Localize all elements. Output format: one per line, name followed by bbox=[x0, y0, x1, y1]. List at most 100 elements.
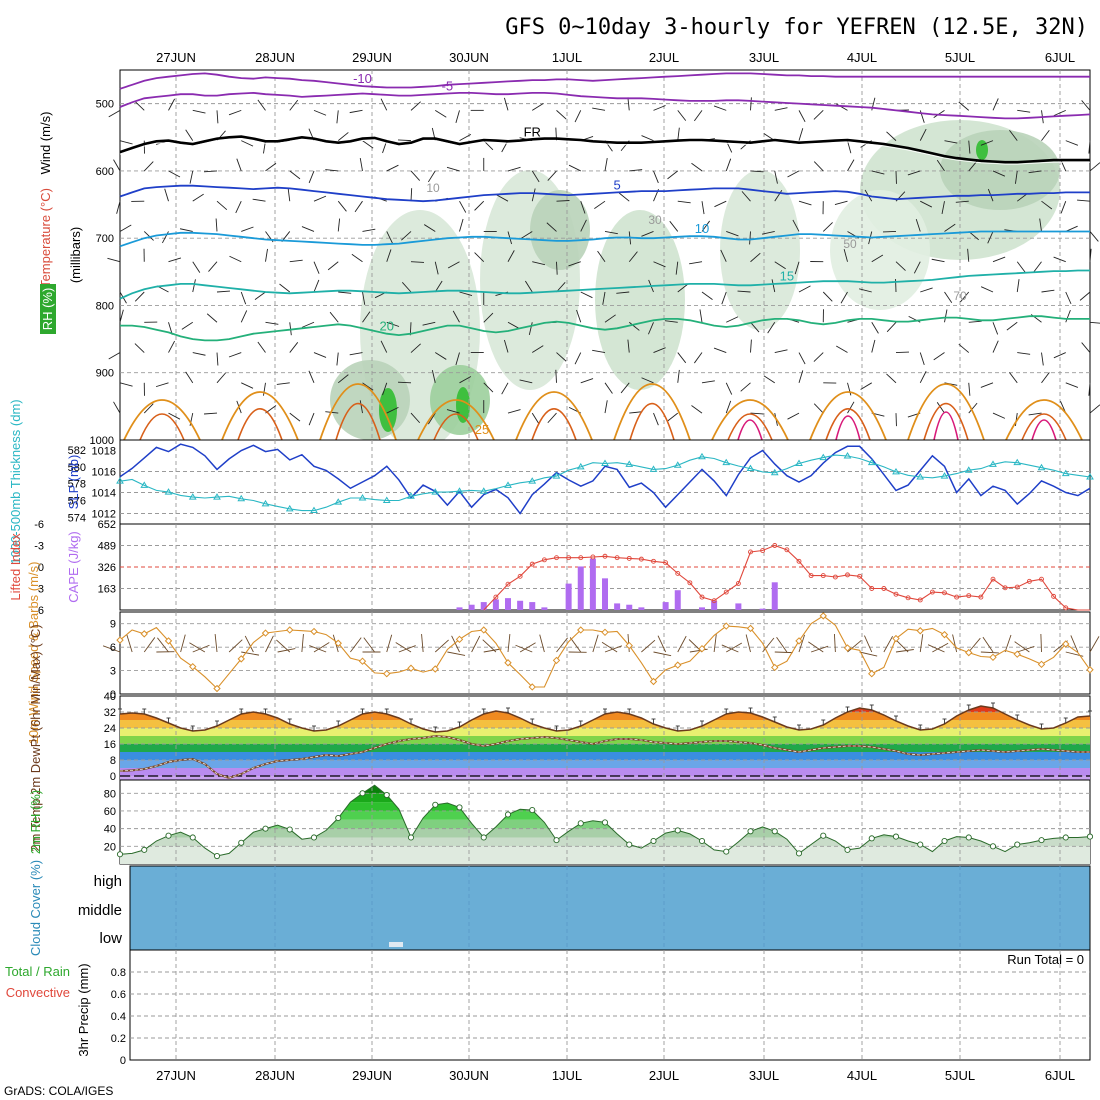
barb-68-645 bbox=[941, 201, 945, 215]
wind10-barb-79 bbox=[1070, 635, 1079, 653]
barb-8-870 bbox=[216, 352, 219, 366]
barb-8-690 bbox=[215, 218, 218, 232]
thickness-tick-574: 574 bbox=[68, 512, 86, 524]
temp-tick-40: 40 bbox=[104, 691, 116, 703]
wind10-barb-73 bbox=[1004, 634, 1012, 653]
barb-46-600 bbox=[667, 170, 679, 180]
li-pt-77 bbox=[1051, 593, 1057, 599]
barb-18-555 bbox=[337, 132, 349, 141]
wind10-barb-22 bbox=[386, 634, 393, 653]
barb-20-735 bbox=[351, 253, 363, 263]
barb-52-690 bbox=[749, 231, 751, 245]
cape-bar-39 bbox=[589, 558, 596, 610]
precip-ticks: 0.8 0.6 0.4 0.2 0 bbox=[111, 967, 126, 1067]
barb-12-780 bbox=[254, 291, 266, 301]
isotherm--10 bbox=[119, 72, 1090, 90]
barb-80-600 bbox=[1089, 162, 1100, 172]
barb-14-645 bbox=[287, 188, 291, 202]
wind10-barb-50 bbox=[726, 642, 743, 653]
low-cloud-mark bbox=[389, 942, 403, 947]
thickness-pt-22 bbox=[382, 496, 391, 503]
rh2m-pt-26 bbox=[432, 801, 439, 808]
wind10-barb-70 bbox=[968, 637, 981, 653]
cape-tick-652: 652 bbox=[98, 519, 116, 531]
barb-56-870 bbox=[798, 352, 806, 365]
precip-tick-0.2: 0.2 bbox=[111, 1033, 126, 1045]
rh2m-pt-24 bbox=[407, 834, 415, 841]
barb-6-870 bbox=[192, 352, 206, 356]
li-pt-51 bbox=[735, 581, 741, 586]
date-top-8: 5JUL bbox=[945, 50, 975, 65]
barb-40-690 bbox=[604, 231, 618, 235]
barb-2-870 bbox=[134, 343, 145, 353]
isotherm-25-bump-9 bbox=[1005, 399, 1083, 441]
barb-24-510 bbox=[410, 101, 421, 111]
slp-grid bbox=[120, 440, 1090, 524]
barb-32-645 bbox=[496, 194, 509, 202]
barb-6-645 bbox=[192, 193, 204, 202]
thickness-pt-38 bbox=[576, 462, 585, 470]
wind10-pt-58 bbox=[819, 612, 827, 620]
barb-28-690 bbox=[459, 218, 464, 232]
barb-58-600 bbox=[813, 161, 824, 172]
barb-76-915 bbox=[1041, 372, 1050, 384]
cape-bar-37 bbox=[565, 583, 572, 610]
barb-66-600 bbox=[907, 170, 921, 176]
date-bottom-8: 5JUL bbox=[945, 1068, 975, 1083]
wind10-axis-label: 10m Wind Speed & Barbs (m/s) bbox=[26, 562, 41, 745]
isotherm-25-bump-5 bbox=[613, 383, 691, 441]
barb-56-735 bbox=[794, 261, 800, 275]
barb-34-645 bbox=[531, 188, 536, 202]
cloud-panel: high middle low Cloud Cover (%) bbox=[28, 860, 1091, 956]
barb-62-870 bbox=[871, 339, 876, 353]
barb-14-735 bbox=[289, 259, 303, 263]
isotherm-30-bump-8 bbox=[923, 403, 969, 441]
thickness-pt-76 bbox=[1037, 463, 1046, 471]
temp-band-0 bbox=[120, 776, 1090, 780]
slp-ticks: 582 580 578 576 574 1018 1016 1014 1012 bbox=[68, 445, 116, 524]
barb-40-735 bbox=[597, 250, 606, 262]
barb-22-870 bbox=[380, 340, 388, 353]
barb-24-735 bbox=[410, 261, 425, 263]
isotherm-30-bump-1 bbox=[237, 408, 283, 441]
barb-62-735 bbox=[871, 254, 884, 263]
isotherm-label-20: 20 bbox=[380, 319, 394, 334]
dewpt-line-inner bbox=[119, 735, 1090, 779]
cloud-level-middle: middle bbox=[78, 902, 122, 919]
barb-48-645 bbox=[701, 201, 705, 215]
barb-2-600 bbox=[143, 161, 154, 172]
barb-80-555 bbox=[1088, 140, 1091, 154]
barb-68-870 bbox=[933, 352, 945, 361]
date-bottom-7: 4JUL bbox=[847, 1068, 877, 1083]
slp-tick-1016: 1016 bbox=[92, 467, 116, 479]
slp-tick-1014: 1014 bbox=[92, 488, 116, 500]
cape-bar-28 bbox=[456, 607, 463, 610]
wind10-pt-6 bbox=[189, 662, 197, 671]
barb-78-510 bbox=[1053, 109, 1066, 117]
wind10-barb-21 bbox=[363, 637, 375, 653]
barb-42-645 bbox=[618, 192, 630, 202]
rh2m-grid bbox=[120, 780, 1090, 864]
date-bottom-4: 1JUL bbox=[552, 1068, 582, 1083]
wind10-barb-34 bbox=[515, 644, 533, 653]
li-pt-63 bbox=[881, 586, 887, 591]
wind10-pt-44 bbox=[649, 677, 658, 686]
barb-18-510 bbox=[336, 110, 339, 124]
wind10-barb-60 bbox=[847, 640, 862, 653]
barb-66-870 bbox=[919, 352, 925, 366]
barb-38-735 bbox=[568, 261, 581, 267]
isotherm-label-5: 5 bbox=[614, 177, 621, 192]
thickness-pt-64 bbox=[892, 467, 900, 475]
wind10-barb-15 bbox=[301, 634, 304, 653]
barb-20-600 bbox=[359, 158, 363, 171]
wind10-barb-64 bbox=[895, 649, 914, 653]
barb-42-600 bbox=[629, 169, 643, 172]
cape-bar-34 bbox=[529, 602, 536, 610]
rh2m-tick-20: 20 bbox=[104, 841, 116, 853]
barb-48-915 bbox=[701, 380, 715, 384]
li-pt-56 bbox=[796, 558, 802, 564]
barb-28-915 bbox=[459, 376, 472, 384]
temp-band-1 bbox=[120, 768, 1090, 776]
rh2m-pt-36 bbox=[553, 837, 560, 844]
